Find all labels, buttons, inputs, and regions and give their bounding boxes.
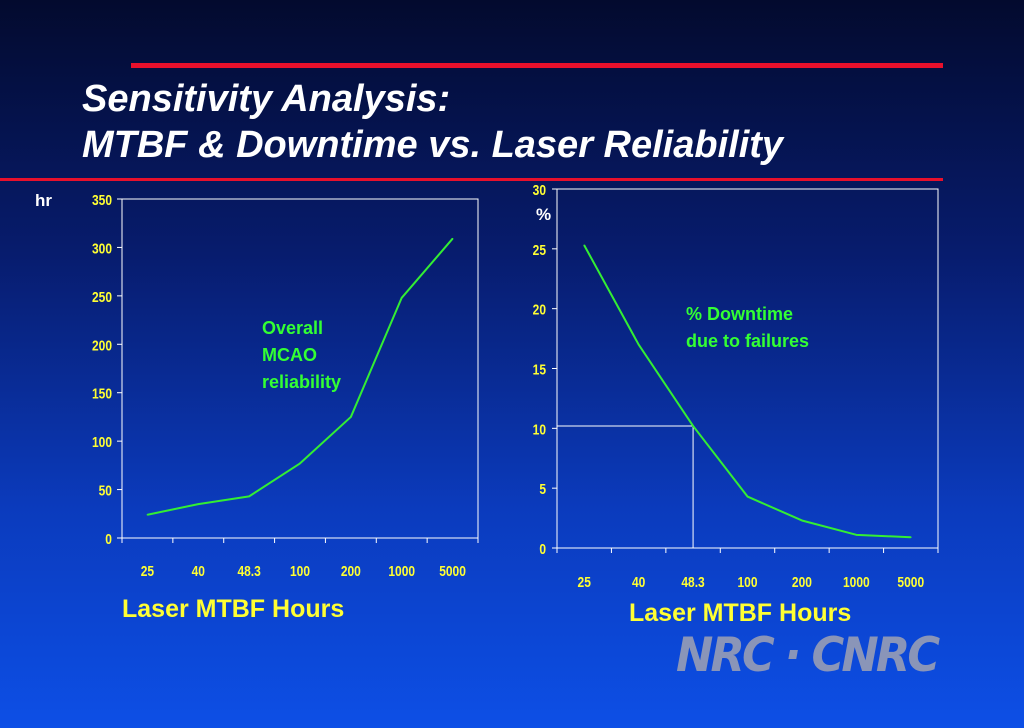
- right-y-tick-label: 15: [533, 361, 547, 378]
- nrc-cnrc-logo: NRC · CNRC: [676, 628, 940, 683]
- right-series-point: [855, 534, 858, 536]
- left-y-tick-label: 100: [92, 434, 112, 451]
- right-series-point: [692, 425, 694, 427]
- left-y-tick-label: 250: [92, 289, 112, 306]
- right-x-tick-label: 100: [737, 574, 757, 591]
- left-series-point: [146, 513, 149, 516]
- title-line-1: Sensitivity Analysis:: [82, 78, 451, 120]
- left-series-point: [197, 503, 200, 505]
- left-y-tick-label: 300: [92, 240, 112, 257]
- title-rule-top: [131, 63, 943, 68]
- right-plot-frame: [556, 188, 939, 549]
- left-series-point: [350, 416, 352, 418]
- right-x-tick-label: 5000: [897, 574, 924, 591]
- left-y-unit-label: hr: [35, 191, 52, 210]
- left-x-tick-label: 5000: [439, 563, 466, 580]
- slide-title: Sensitivity Analysis: MTBF & Downtime vs…: [82, 76, 783, 168]
- title-line-2: MTBF & Downtime vs. Laser Reliability: [82, 124, 784, 166]
- right-x-tick-label: 48.3: [681, 574, 705, 591]
- left-x-tick-label: 25: [141, 563, 155, 580]
- right-y-tick-label: 10: [533, 421, 546, 438]
- left-x-tick-label: 200: [341, 563, 361, 580]
- left-x-axis-title: Laser MTBF Hours: [122, 595, 345, 623]
- left-series-point: [451, 237, 454, 240]
- right-y-tick-label: 30: [533, 182, 546, 199]
- left-x-tick-label: 100: [290, 563, 310, 580]
- right-series-point: [746, 495, 749, 498]
- left-x-tick-label: 48.3: [237, 563, 261, 580]
- right-series-point: [583, 244, 586, 247]
- left-y-tick-label: 150: [92, 385, 112, 402]
- right-y-tick-label: 25: [533, 242, 547, 259]
- left-plot-frame: [121, 198, 479, 539]
- right-y-tick-label: 0: [539, 541, 546, 558]
- left-y-tick-label: 350: [92, 192, 112, 209]
- right-y-tick-label: 20: [533, 301, 546, 318]
- left-y-tick-label: 200: [92, 337, 112, 354]
- right-y-unit-label: %: [536, 205, 552, 224]
- left-x-tick-label: 1000: [388, 563, 415, 580]
- right-series-point: [637, 343, 640, 346]
- right-x-tick-label: 25: [578, 574, 592, 591]
- right-series-point: [801, 519, 803, 522]
- right-x-tick-label: 200: [792, 574, 812, 591]
- right-x-axis-title: Laser MTBF Hours: [629, 599, 852, 627]
- left-x-tick-label: 40: [192, 563, 205, 580]
- title-rule-bottom: [0, 178, 943, 181]
- right-series-annotation: % Downtime due to failures: [686, 301, 809, 355]
- left-y-tick-label: 50: [99, 482, 112, 499]
- left-y-tick-label: 0: [105, 531, 112, 548]
- right-annotation-line-1: % Downtime: [686, 304, 794, 324]
- right-y-tick-label: 5: [539, 481, 546, 498]
- left-series-point: [400, 296, 403, 299]
- right-annotation-line-2: due to failures: [686, 331, 810, 351]
- left-series-point: [299, 462, 301, 465]
- right-x-tick-label: 40: [632, 574, 645, 591]
- right-x-tick-label: 1000: [843, 574, 870, 591]
- left-series-annotation: Overall MCAO reliability: [262, 318, 342, 392]
- right-series-line: [583, 244, 911, 539]
- right-series-point: [909, 536, 912, 539]
- left-series-point: [248, 495, 250, 498]
